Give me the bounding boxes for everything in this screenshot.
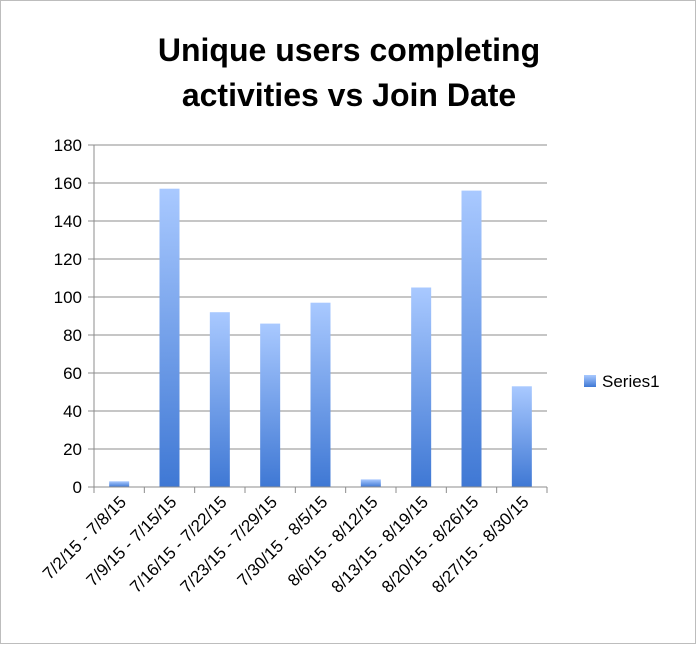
y-tick-labels: 0 20 40 60 80 100 120 140 160 180 [54, 136, 82, 497]
bar [159, 188, 180, 487]
axes [93, 145, 548, 493]
chart-title-line-1: Unique users completing [158, 32, 540, 68]
bars [109, 188, 532, 487]
y-tick-label: 120 [54, 250, 82, 269]
y-tick-label: 20 [63, 440, 82, 459]
y-tick-label: 180 [54, 136, 82, 155]
x-tick-label: 7/9/15 - 7/15/15 [83, 492, 181, 590]
x-tick-label: 8/27/15 - 8/30/15 [428, 492, 532, 596]
bar [260, 323, 281, 487]
y-tick-label: 160 [54, 174, 82, 193]
legend-swatch [584, 375, 596, 387]
bar [411, 287, 432, 487]
bar [360, 479, 381, 487]
bar [511, 386, 532, 487]
chart-title-line-2: activities vs Join Date [182, 77, 516, 113]
y-tick-label: 60 [63, 364, 82, 383]
y-tick-label: 100 [54, 288, 82, 307]
x-tick-labels: 7/2/15 - 7/8/157/9/15 - 7/15/157/16/15 -… [39, 492, 533, 596]
bar [209, 312, 230, 487]
y-tick-label: 140 [54, 212, 82, 231]
x-tick-label: 8/6/15 - 8/12/15 [284, 492, 382, 590]
x-tick-label: 7/30/15 - 8/5/15 [234, 492, 332, 590]
legend: Series1 [584, 372, 660, 391]
bar [109, 481, 130, 487]
bar [310, 302, 331, 487]
y-tick-label: 40 [63, 402, 82, 421]
legend-label: Series1 [602, 372, 660, 391]
y-tick-label: 80 [63, 326, 82, 345]
bar [461, 190, 482, 487]
y-tick-label: 0 [73, 478, 82, 497]
